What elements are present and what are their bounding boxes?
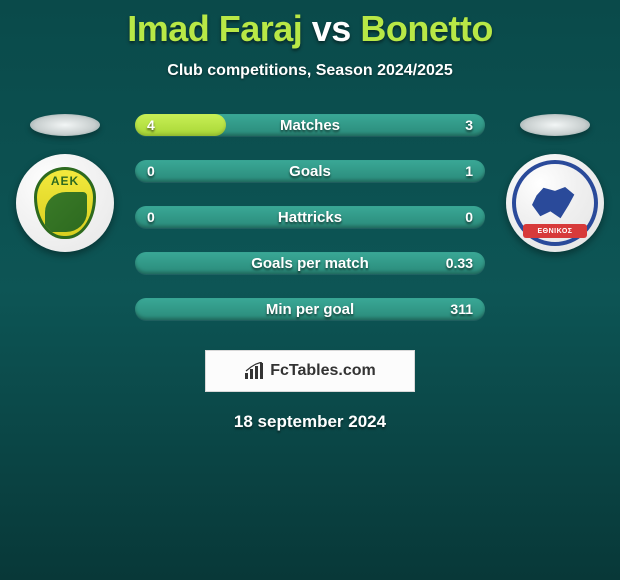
stat-value-left: 0 [147,163,155,179]
stat-row: 0.33Goals per match [135,252,485,274]
stat-value-left: 4 [147,117,155,133]
left-badge-column [10,114,120,252]
fctables-text: FcTables.com [270,362,376,380]
subtitle: Club competitions, Season 2024/2025 [0,62,620,80]
crest-right-ring [512,160,598,246]
crest-right-map-icon [532,184,578,222]
stat-row: 311Min per goal [135,298,485,320]
right-badge-column: ΕΘΝΙΚΟΣ [500,114,610,252]
team-crest-right: ΕΘΝΙΚΟΣ [506,154,604,252]
content-area: ΕΘΝΙΚΟΣ 43Matches01Goals00Hattricks0.33G… [0,114,620,432]
platform-left [30,114,100,136]
vs-text: vs [312,8,351,49]
crest-left-shield [34,167,96,239]
stat-label: Goals [135,163,485,180]
page-title: Imad Faraj vs Bonetto [0,0,620,50]
bar-chart-icon [244,362,264,380]
stat-row: 0 0Hattricks [135,206,485,228]
crest-right-banner: ΕΘΝΙΚΟΣ [523,224,587,238]
stat-value-right: 3 [465,117,473,133]
stat-value-right: 311 [450,301,473,317]
stat-label: Min per goal [135,301,485,318]
stat-label: Goals per match [135,255,485,272]
stat-row: 0 1Goals [135,160,485,182]
stat-label: Hattricks [135,209,485,226]
player2-name: Bonetto [360,8,492,49]
platform-right [520,114,590,136]
stat-value-right: 1 [465,163,473,179]
stat-value-right: 0 [465,209,473,225]
stat-bars: 43Matches01Goals00Hattricks0.33Goals per… [135,114,485,320]
fctables-logo[interactable]: FcTables.com [205,350,415,392]
player1-name: Imad Faraj [127,8,302,49]
stat-value-left: 0 [147,209,155,225]
team-crest-left [16,154,114,252]
stat-value-right: 0.33 [446,255,473,271]
stat-row: 43Matches [135,114,485,136]
date-text: 18 september 2024 [10,412,610,432]
